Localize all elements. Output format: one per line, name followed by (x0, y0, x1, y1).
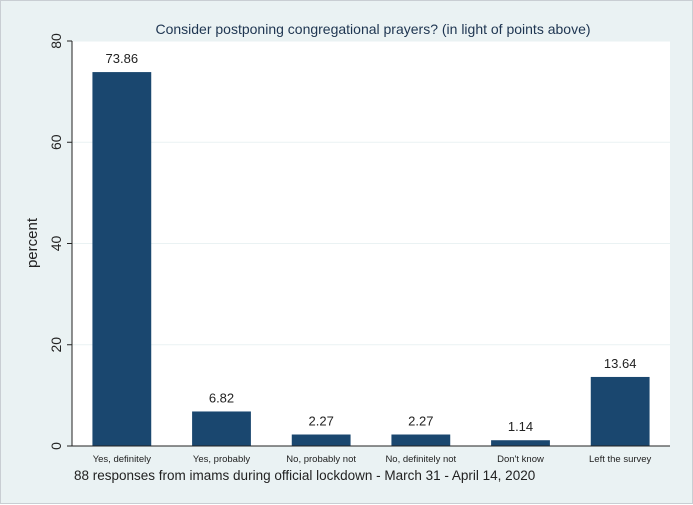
value-label: 2.27 (309, 414, 334, 429)
y-axis-ticks: 0 20 40 60 80 (48, 33, 72, 450)
bar (291, 434, 351, 446)
category-label: Don't know (497, 454, 544, 465)
y-tick-label: 20 (48, 337, 64, 353)
value-label: 1.14 (508, 419, 533, 434)
bar (92, 72, 152, 447)
y-tick-label: 40 (48, 236, 64, 252)
category-label: No, definitely not (385, 454, 456, 465)
chart-title: Consider postponing congregational praye… (155, 21, 590, 37)
bars (92, 72, 650, 447)
value-label: 13.64 (604, 356, 637, 371)
bar (391, 434, 451, 446)
y-tick-label: 80 (48, 33, 64, 49)
bar (590, 376, 650, 446)
category-label: Left the survey (589, 454, 652, 465)
value-label: 73.86 (106, 51, 139, 66)
category-label: Yes, probably (193, 454, 250, 465)
y-axis-label: percent (24, 217, 41, 268)
category-label: No, probably not (286, 454, 356, 465)
gridlines (72, 40, 670, 346)
y-tick-label: 0 (48, 442, 64, 450)
value-label: 2.27 (408, 414, 433, 429)
bar (491, 440, 550, 446)
category-label: Yes, definitely (93, 454, 152, 465)
y-tick-label: 60 (48, 134, 64, 150)
bar (192, 411, 251, 446)
value-label: 6.82 (209, 390, 234, 405)
category-labels: Yes, definitely Yes, probably No, probably… (93, 454, 652, 465)
chart-note: 88 responses from imams during official … (74, 468, 535, 483)
value-labels: 73.86 6.82 2.27 2.27 1.14 13.64 (106, 51, 637, 434)
